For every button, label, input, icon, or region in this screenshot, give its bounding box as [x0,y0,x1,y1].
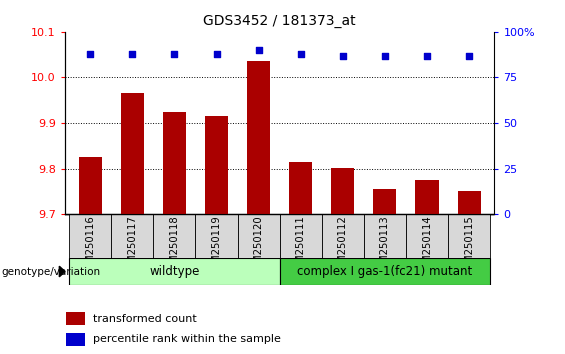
Text: wildtype: wildtype [149,265,199,278]
Bar [458,192,481,214]
Title: GDS3452 / 181373_at: GDS3452 / 181373_at [203,14,356,28]
Bar [280,258,490,285]
Bar [289,162,312,214]
Text: percentile rank within the sample: percentile rank within the sample [93,335,280,344]
Text: GSM250117: GSM250117 [127,216,137,276]
Text: GSM250113: GSM250113 [380,216,390,276]
Text: GSM250111: GSM250111 [295,216,306,276]
Bar [69,258,280,285]
Text: GSM250112: GSM250112 [338,216,348,276]
Bar [79,157,102,214]
Bar [373,189,397,214]
Text: GSM250114: GSM250114 [422,216,432,276]
Text: GSM250115: GSM250115 [464,216,474,276]
Text: genotype/variation: genotype/variation [1,267,100,276]
Bar [448,214,490,258]
Text: transformed count: transformed count [93,314,196,324]
Point [170,51,179,57]
Bar [322,214,364,258]
Point [254,47,263,53]
Bar [195,214,237,258]
Bar [121,93,144,214]
Point [423,53,432,58]
Bar [331,168,354,214]
Text: GSM250120: GSM250120 [254,216,264,276]
Text: GSM250116: GSM250116 [85,216,95,276]
Bar [364,214,406,258]
Text: complex I gas-1(fc21) mutant: complex I gas-1(fc21) mutant [297,265,472,278]
Point [338,53,347,58]
Bar [163,112,186,214]
Text: GSM250119: GSM250119 [211,216,221,276]
Point [212,51,221,57]
Polygon shape [59,266,65,277]
Bar [153,214,195,258]
Point [296,51,305,57]
Bar [406,214,448,258]
Text: GSM250118: GSM250118 [170,216,180,276]
Bar [66,333,85,346]
Point [86,51,95,57]
Bar [247,62,270,214]
Bar [111,214,153,258]
Bar [69,214,111,258]
Bar [280,214,322,258]
Point [380,53,389,58]
Bar [205,116,228,214]
Bar [66,312,85,325]
Bar [237,214,280,258]
Bar [415,180,438,214]
Point [464,53,473,58]
Point [128,51,137,57]
